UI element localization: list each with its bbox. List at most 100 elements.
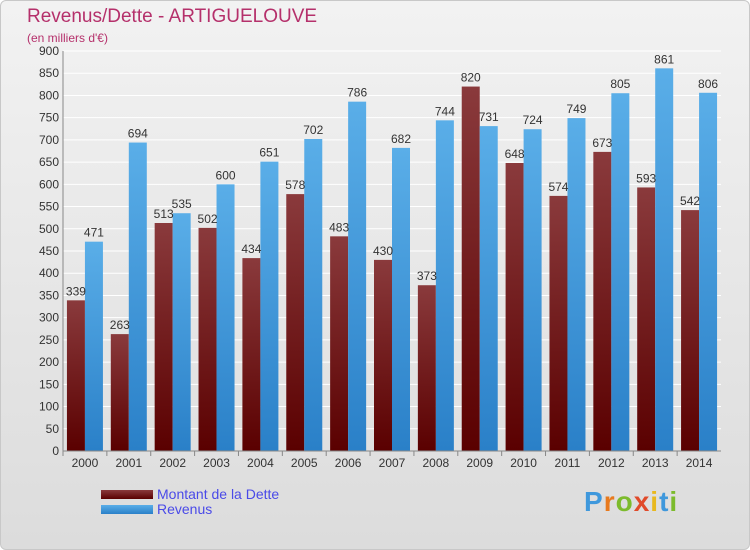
data-label-dette: 542 [680, 194, 700, 208]
x-tick-label: 2003 [203, 456, 230, 470]
y-tick-label: 550 [39, 200, 59, 214]
data-label-dette: 820 [461, 71, 481, 85]
x-tick-label: 2006 [335, 456, 362, 470]
logo-letter: o [615, 486, 634, 517]
data-label-dette: 373 [417, 269, 437, 283]
x-tick-label: 2013 [642, 456, 669, 470]
y-tick-label: 850 [39, 66, 59, 80]
logo-letter: x [633, 486, 651, 517]
data-label-revenus: 702 [303, 123, 323, 137]
y-tick-label: 900 [39, 44, 59, 58]
y-axis: 0 50 100 150 200 250 300 350 400 450 500 550 600 650 7… [39, 44, 64, 458]
y-tick-label: 350 [39, 288, 59, 302]
bar-revenus [172, 213, 191, 451]
data-label-revenus: 806 [698, 77, 718, 91]
y-tick-label: 800 [39, 88, 59, 102]
bar-revenus [304, 139, 323, 451]
y-tick-label: 400 [39, 266, 59, 280]
bar-revenus [348, 101, 367, 452]
bar-revenus [216, 184, 235, 452]
y-tick-label: 100 [39, 400, 59, 414]
data-label-dette: 502 [198, 212, 218, 226]
data-label-revenus: 805 [610, 77, 630, 91]
bar-dette [461, 86, 480, 452]
x-tick-label: 2014 [686, 456, 713, 470]
y-tick-label: 600 [39, 177, 59, 191]
bar-dette [637, 187, 656, 451]
x-tick-label: 2001 [115, 456, 142, 470]
data-label-dette: 673 [592, 136, 612, 150]
bar-dette [198, 227, 217, 451]
x-tick-label: 2004 [247, 456, 274, 470]
x-tick-label: 2008 [423, 456, 450, 470]
y-tick-label: 0 [52, 444, 59, 458]
data-label-revenus: 724 [523, 113, 543, 127]
bar-dette [505, 163, 524, 451]
proxiti-logo: Proxiti [584, 486, 678, 518]
bar-revenus [567, 118, 586, 451]
x-axis: 2000 2001 2002 2003 2004 2005 2006 2007 2008 2009… [62, 450, 721, 470]
data-label-revenus: 861 [654, 52, 674, 66]
x-tick-label: 2007 [379, 456, 406, 470]
logo-letter: P [584, 486, 604, 517]
data-label-dette: 648 [505, 147, 525, 161]
bar-revenus [655, 68, 674, 451]
bar-dette [549, 195, 568, 451]
data-label-revenus: 694 [128, 127, 148, 141]
bar-dette [110, 334, 129, 451]
data-label-dette: 483 [329, 220, 349, 234]
data-label-revenus: 786 [347, 86, 367, 100]
data-label-dette: 434 [241, 242, 261, 256]
bar-revenus [260, 161, 279, 451]
data-label-dette: 339 [66, 284, 86, 298]
logo-letter: i [650, 486, 660, 517]
logo-letter: r [603, 486, 616, 517]
y-tick-label: 750 [39, 111, 59, 125]
bar-dette [374, 259, 392, 451]
bar-dette [286, 194, 305, 451]
data-label-revenus: 651 [259, 146, 279, 160]
y-tick-label: 500 [39, 222, 59, 236]
data-label-dette: 430 [373, 244, 393, 258]
bar-dette [154, 223, 173, 451]
bar-revenus [611, 93, 630, 451]
data-label-revenus: 731 [479, 110, 499, 124]
data-label-dette: 578 [285, 178, 305, 192]
bar-dette [681, 210, 700, 451]
y-tick-label: 200 [39, 355, 59, 369]
bar-dette [417, 285, 436, 451]
x-tick-label: 2012 [598, 456, 625, 470]
x-tick-label: 2010 [510, 456, 537, 470]
data-label-revenus: 600 [216, 168, 236, 182]
bar-dette [593, 151, 612, 451]
y-tick-label: 50 [46, 422, 60, 436]
legend-label-dette: Montant de la Dette [157, 486, 280, 502]
legend-label-revenus: Revenus [157, 501, 213, 517]
bars [66, 68, 718, 452]
y-tick-label: 700 [39, 133, 59, 147]
y-tick-label: 150 [39, 377, 59, 391]
x-tick-label: 2011 [555, 456, 581, 470]
chart-subtitle: (en milliers d'€) [27, 31, 108, 45]
x-tick-label: 2005 [291, 456, 318, 470]
bar-dette [242, 258, 261, 451]
y-tick-label: 450 [39, 244, 59, 258]
logo-letter: i [669, 486, 679, 517]
y-tick-label: 250 [39, 333, 59, 347]
data-label-revenus: 535 [172, 197, 192, 211]
data-label-dette: 574 [548, 180, 568, 194]
chart-title: Revenus/Dette - ARTIGUELOUVE [27, 6, 318, 27]
legend-swatch-dette [101, 490, 153, 499]
x-tick-label: 2009 [466, 456, 493, 470]
bar-revenus [479, 126, 498, 451]
y-tick-label: 650 [39, 155, 59, 169]
bar-dette [66, 300, 85, 451]
bar-revenus [392, 147, 410, 451]
data-label-dette: 513 [154, 207, 174, 221]
bar-dette [330, 236, 349, 451]
bar-revenus [84, 241, 103, 451]
legend-swatch-revenus [101, 505, 153, 514]
